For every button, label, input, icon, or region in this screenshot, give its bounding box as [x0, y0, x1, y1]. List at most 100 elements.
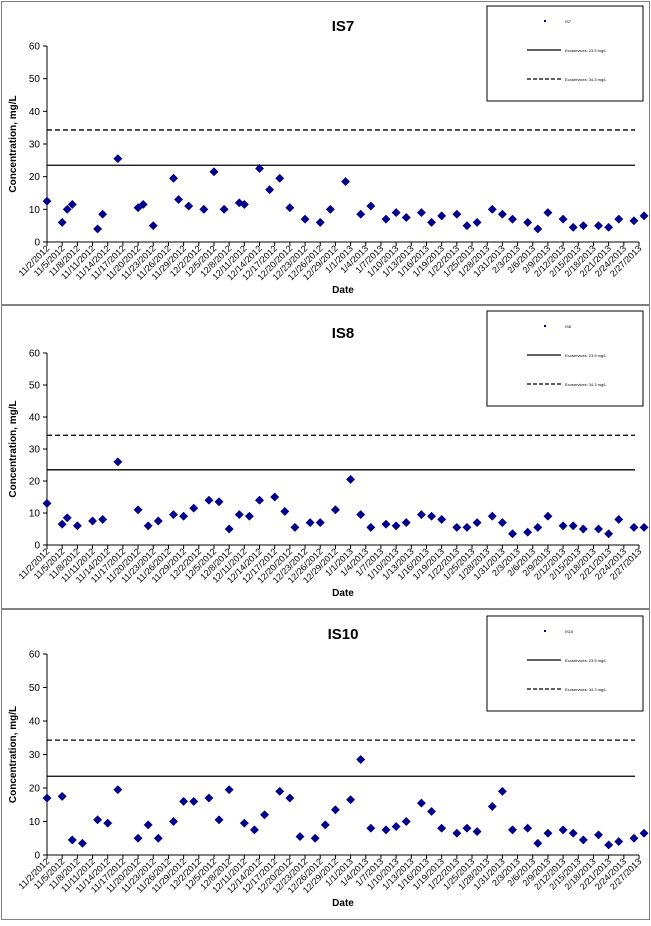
y-tick-label: 10	[29, 205, 41, 216]
data-point	[416, 510, 426, 520]
y-axis-label: Concentration, mg/L	[8, 95, 19, 192]
data-point	[523, 217, 533, 227]
data-point	[366, 522, 376, 532]
data-point	[67, 835, 77, 845]
data-point	[533, 522, 543, 532]
y-tick-label: 30	[29, 140, 41, 151]
data-point	[391, 521, 401, 531]
data-point	[98, 514, 108, 524]
data-point	[487, 801, 497, 811]
data-point	[578, 524, 588, 534]
y-tick-label: 10	[29, 509, 41, 520]
data-point	[391, 208, 401, 218]
data-point	[507, 214, 518, 224]
data-point	[472, 518, 482, 528]
data-point	[315, 518, 325, 528]
data-point	[558, 825, 568, 835]
data-point	[507, 529, 518, 539]
legend-label: Ecoservices: 34.3 mg/L	[565, 687, 607, 692]
data-point	[93, 815, 103, 825]
data-point	[401, 212, 411, 223]
y-tick-label: 60	[29, 650, 41, 661]
data-point	[614, 214, 624, 224]
data-point	[452, 209, 462, 219]
data-point	[604, 840, 614, 850]
data-point	[179, 796, 189, 806]
data-point	[543, 511, 553, 521]
data-point	[356, 754, 366, 765]
data-point	[148, 221, 158, 231]
data-point	[639, 828, 649, 838]
data-point	[507, 825, 518, 835]
data-point	[133, 833, 143, 843]
legend-box	[486, 310, 644, 407]
legend: IS7 Ecoservices: 23.5 mg/L Ecoservices: 34…	[486, 5, 644, 102]
legend-label: Ecoservices: 34.3 mg/L	[565, 77, 607, 82]
data-point	[168, 816, 179, 827]
data-point	[523, 823, 533, 833]
data-point	[168, 173, 179, 183]
legend-label: Ecoservices: 23.5 mg/L	[565, 353, 607, 358]
y-tick-label: 30	[29, 750, 41, 761]
data-point	[184, 201, 194, 211]
data-point	[290, 522, 300, 532]
data-point	[67, 199, 77, 209]
data-point	[275, 173, 285, 183]
data-point	[133, 505, 143, 515]
data-point	[437, 823, 447, 833]
data-point	[416, 208, 426, 218]
data-point	[72, 521, 82, 531]
data-point	[568, 828, 578, 838]
data-point	[143, 820, 153, 830]
data-point	[639, 211, 649, 221]
data-point	[204, 495, 214, 505]
data-point	[62, 204, 72, 214]
chart-title: IS10	[328, 626, 359, 643]
y-tick-label: 40	[29, 107, 41, 118]
data-point	[381, 519, 391, 529]
data-point	[204, 793, 214, 803]
data-point	[416, 798, 426, 808]
data-point	[472, 826, 482, 837]
data-point	[275, 786, 285, 796]
x-axis-label: Date	[332, 285, 354, 296]
data-point	[381, 214, 391, 224]
data-point	[244, 511, 254, 521]
data-point	[593, 524, 604, 534]
data-point	[113, 785, 123, 795]
data-point	[593, 221, 604, 231]
data-point	[366, 823, 376, 833]
data-point	[57, 791, 67, 801]
data-point	[270, 492, 280, 502]
data-point	[629, 216, 639, 226]
data-point	[487, 511, 497, 521]
data-point	[168, 510, 179, 520]
data-point	[138, 199, 148, 209]
y-tick-label: 40	[29, 717, 41, 728]
data-point	[219, 204, 229, 214]
data-point	[143, 521, 153, 531]
data-point	[234, 510, 244, 520]
data-point	[310, 833, 320, 843]
data-point	[533, 224, 543, 234]
data-point	[199, 204, 209, 214]
data-point	[426, 217, 437, 227]
data-point	[42, 196, 52, 206]
data-point	[452, 522, 462, 532]
data-point	[462, 522, 472, 532]
y-tick-label: 10	[29, 817, 41, 828]
x-axis-label: Date	[332, 588, 354, 599]
y-tick-label: 50	[29, 683, 41, 694]
data-point	[497, 209, 507, 219]
data-point	[568, 521, 578, 531]
data-point	[189, 796, 199, 806]
data-point	[366, 201, 376, 211]
data-point	[214, 815, 224, 825]
data-point	[533, 838, 543, 848]
legend-marker	[544, 325, 546, 327]
legend-box	[486, 5, 644, 102]
data-point	[543, 828, 553, 838]
y-tick-label: 30	[29, 445, 41, 456]
data-point	[604, 529, 614, 539]
